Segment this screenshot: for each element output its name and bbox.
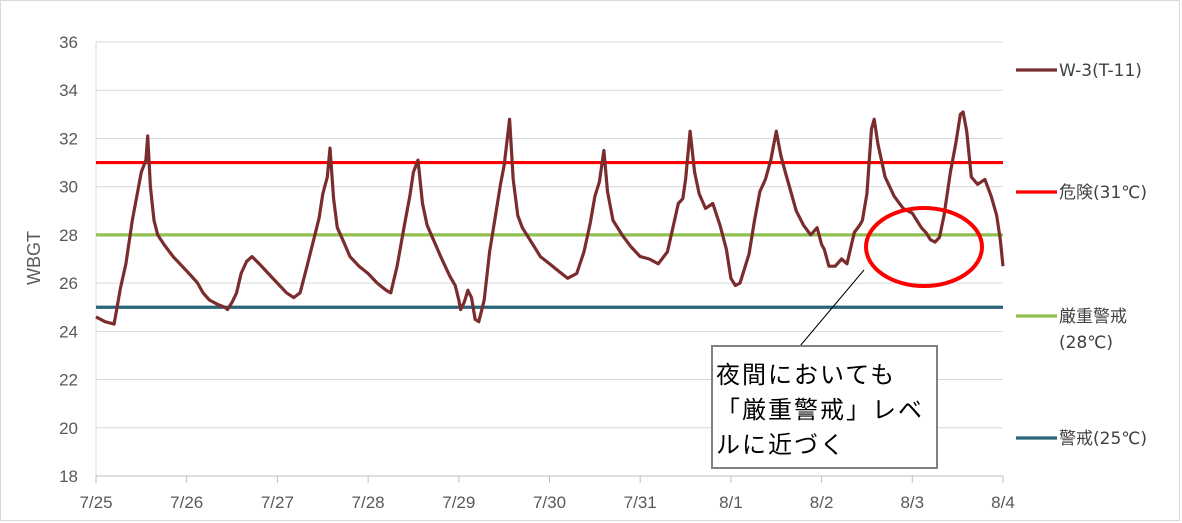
y-tick-26: 26	[59, 274, 78, 293]
legend-label-2-line2: (28℃)	[1059, 333, 1113, 353]
y-tick-30: 30	[59, 178, 78, 197]
y-tick-20: 20	[59, 419, 78, 438]
threshold-lines	[96, 160, 1003, 309]
y-tick-32: 32	[59, 129, 78, 148]
legend-label-3: 警戒(25℃)	[1059, 429, 1147, 449]
x-tick-9: 8/3	[900, 493, 924, 512]
x-tick-1: 7/26	[170, 493, 203, 512]
x-tick-5: 7/30	[533, 493, 566, 512]
y-tick-34: 34	[59, 81, 78, 100]
legend-label-0: W-3(T-11)	[1059, 61, 1142, 81]
legend-label-2: 厳重警戒	[1059, 307, 1127, 327]
x-tick-labels: 7/25 7/26 7/27 7/28 7/29 7/30 7/31 8/1 8/2 8/3 8/4	[79, 476, 1015, 512]
x-tick-0: 7/25	[79, 493, 112, 512]
annotation-line-2: 「厳重警戒」レベ	[716, 396, 924, 424]
y-tick-24: 24	[59, 322, 78, 341]
highlight-ellipse	[864, 206, 984, 288]
series-line-w3-t11	[95, 110, 1005, 326]
annotation-line-1: 夜間においても	[716, 361, 896, 389]
y-tick-18: 18	[59, 467, 78, 486]
y-tick-28: 28	[59, 226, 78, 245]
x-tick-10: 8/4	[991, 493, 1015, 512]
y-axis-title: WBGT	[24, 231, 44, 285]
legend-label-1: 危険(31℃)	[1059, 183, 1147, 203]
x-tick-4: 7/29	[442, 493, 475, 512]
annotation-box	[711, 345, 938, 469]
y-tick-36: 36	[59, 33, 78, 52]
x-tick-2: 7/27	[261, 493, 294, 512]
x-tick-6: 7/31	[624, 493, 657, 512]
legend: W-3(T-11) 危険(31℃) 厳重警戒 (28℃) 警戒(25℃)	[1016, 61, 1147, 449]
annotation-callout: 夜間においても 「厳重警戒」レベ ルに近づく	[711, 206, 984, 469]
annotation-line-3: ルに近づく	[716, 431, 846, 459]
y-tick-labels: 18 20 22 24 26 28 30 32 34 36	[59, 33, 78, 486]
x-tick-8: 8/2	[810, 493, 834, 512]
x-tick-3: 7/28	[352, 493, 385, 512]
x-tick-7: 8/1	[719, 493, 743, 512]
callout-leader-line	[799, 269, 865, 347]
y-tick-22: 22	[59, 371, 78, 390]
